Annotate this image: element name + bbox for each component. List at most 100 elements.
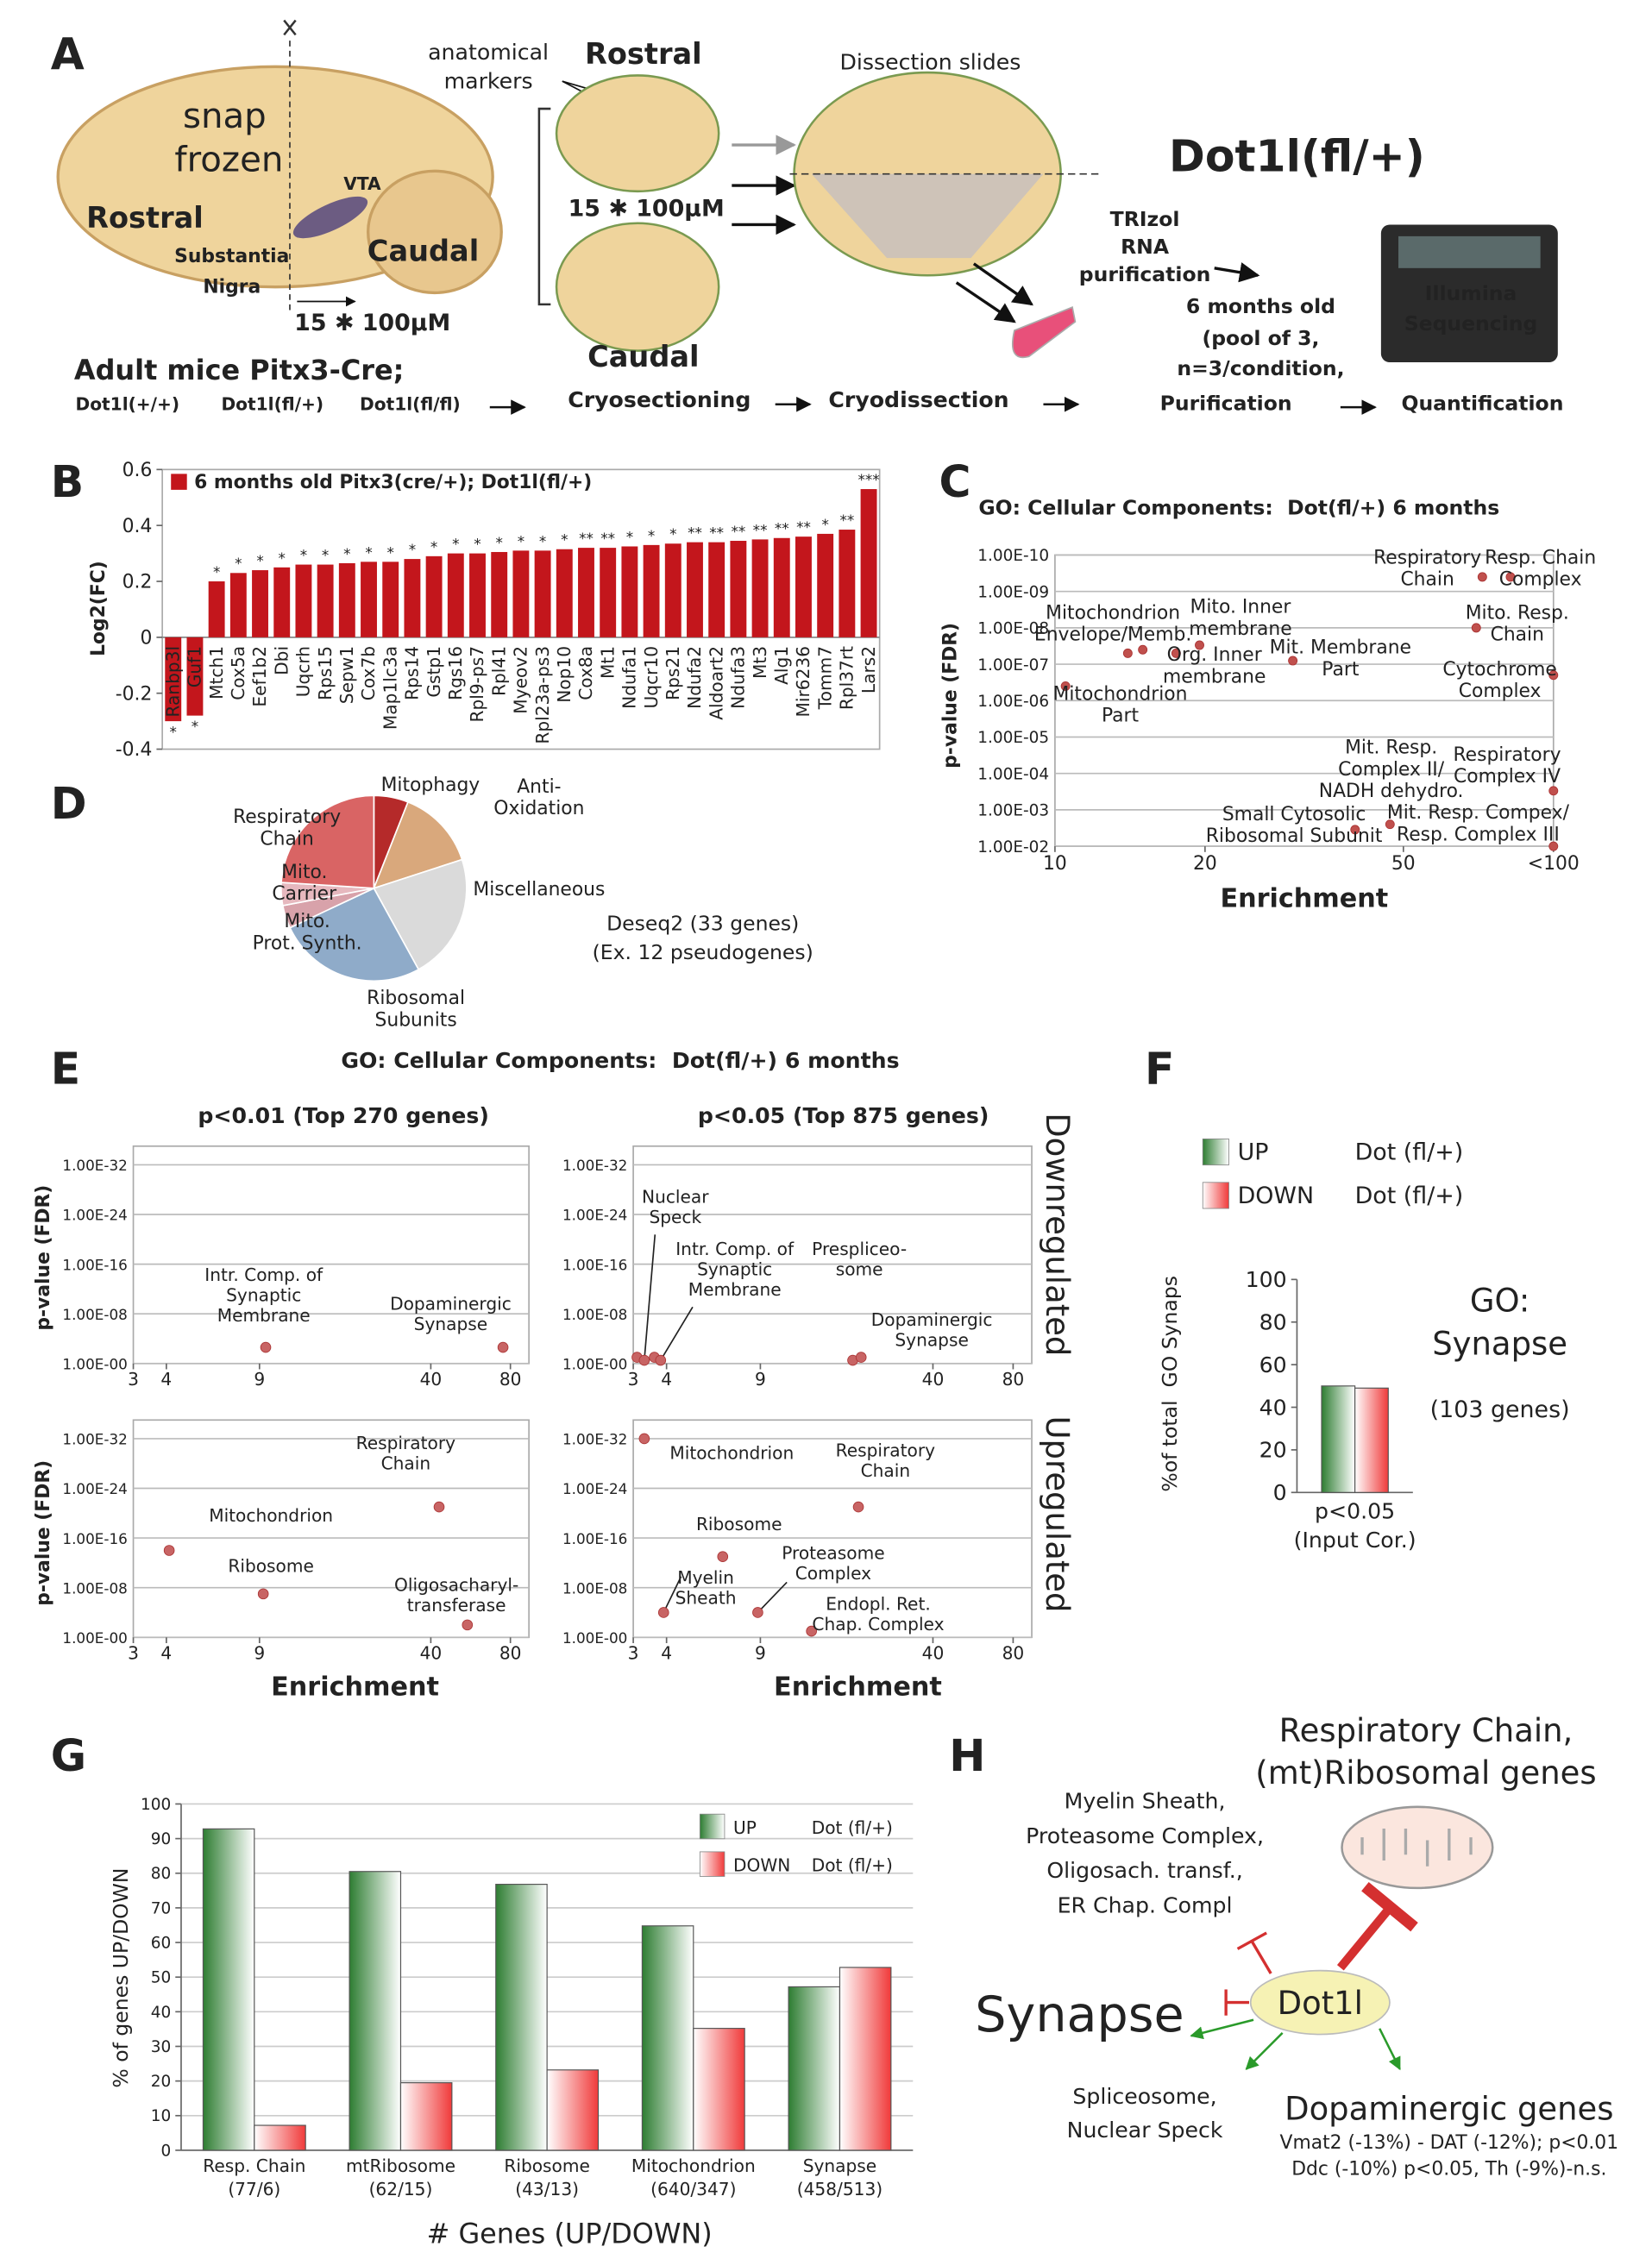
x-tick-label: Tomm7: [814, 646, 835, 710]
x-tick-label: Map1lc3a: [380, 646, 400, 730]
legend-swatch: [699, 1851, 725, 1877]
diagram-label: anatomical: [428, 40, 549, 65]
legend-label: UP: [733, 1817, 757, 1838]
x-tick-label: (77/6): [228, 2179, 280, 2199]
point: [657, 1607, 669, 1618]
slice-label: Oxidation: [493, 798, 584, 819]
bar: [839, 530, 856, 637]
slice-label: Mitophagy: [381, 775, 481, 796]
x-tick-label: Rpl41: [488, 646, 509, 696]
diagram-label: Vmat2 (-13%) - DAT (-12%); p<0.01: [1280, 2132, 1619, 2154]
point-label: Myelin: [677, 1567, 734, 1588]
diagram-label: Rostral: [86, 201, 204, 235]
significance-label: *: [256, 552, 263, 569]
x-tick-label: 3: [628, 1642, 639, 1663]
y-tick-label: 30: [151, 2038, 172, 2056]
significance-label: **: [753, 521, 768, 538]
point-label: Respiratory: [836, 1440, 935, 1460]
point: [462, 1619, 474, 1631]
legend-note: Dot (fl/+): [812, 1817, 893, 1838]
y-tick-label: 1.00E-32: [562, 1431, 627, 1448]
diagram-label: Dot1l(fl/+): [221, 393, 323, 414]
point-label: some: [836, 1258, 883, 1279]
slice-label: Respiratory: [233, 806, 341, 828]
diagram-label: TRIzol: [1110, 207, 1180, 231]
point-label: Chain: [861, 1460, 911, 1481]
point-label: Mit. Resp. Compex/: [1387, 802, 1570, 824]
y-tick-label: 1.00E-09: [977, 583, 1049, 601]
y-tick-label: 60: [1259, 1352, 1287, 1377]
x-axis-label: Enrichment: [1220, 884, 1388, 914]
significance-label: *: [279, 549, 286, 567]
bar: [208, 581, 225, 637]
point: [1138, 644, 1148, 655]
diagram-label: snap: [183, 96, 267, 136]
x-tick-label: 80: [499, 1642, 522, 1663]
point-label: Complex IV: [1454, 766, 1561, 788]
point-label: Endopl. Ret.: [826, 1593, 931, 1614]
slice-label: Mito.: [281, 862, 327, 883]
y-axis-label: p-value (FDR): [940, 623, 962, 769]
diagram-label: Quantification: [1401, 391, 1563, 415]
significance-label: *: [496, 534, 503, 551]
x-tick-label: Gstp1: [424, 646, 444, 698]
point: [260, 1341, 272, 1353]
point-label: Membrane: [217, 1305, 311, 1326]
x-tick-label: Rpl23a-ps3: [532, 646, 553, 744]
point-label: Proteasome: [782, 1543, 884, 1564]
bar: [425, 555, 443, 637]
point: [806, 1625, 817, 1637]
bar: [512, 550, 530, 637]
point-label: Synaptic: [226, 1285, 301, 1306]
x-tick-label: Mt3: [750, 646, 770, 679]
significance-label: **: [688, 524, 702, 542]
point: [1548, 786, 1559, 796]
point-label: Org. Inner: [1167, 644, 1262, 666]
plot-frame: [161, 468, 881, 750]
point: [1477, 572, 1487, 582]
point-label: Mito. Inner: [1190, 597, 1291, 618]
bar: [1321, 1385, 1356, 1493]
y-tick-label: 1.00E-08: [62, 1579, 127, 1597]
point: [1122, 648, 1133, 658]
y-tick-label: 0.2: [122, 572, 153, 593]
diagram-label: Sequencing: [1404, 311, 1538, 336]
y-axis-label: %of total GO Synaps: [1158, 1276, 1182, 1492]
significance-label: *: [648, 527, 655, 544]
y-tick-label: 1.00E-08: [562, 1306, 627, 1323]
point: [717, 1551, 729, 1562]
point-label: Dopaminergic: [390, 1294, 512, 1315]
x-tick-label: Ndufa2: [684, 646, 705, 709]
y-tick-label: 1.00E-00: [562, 1629, 627, 1647]
x-tick-label: 40: [420, 1369, 443, 1390]
point-label: Envelope/Memb.: [1034, 624, 1191, 646]
y-axis-label: p-value (FDR): [33, 1460, 54, 1606]
y-tick-label: 0: [1273, 1480, 1287, 1505]
point-label: Cytochrome: [1442, 659, 1556, 681]
legend-swatch: [171, 474, 187, 490]
x-tick-label: 9: [254, 1369, 265, 1390]
x-tick-label: 40: [922, 1369, 945, 1390]
point-label: Complex: [1459, 681, 1542, 702]
significance-label: **: [775, 520, 789, 537]
y-tick-label: 1.00E-05: [977, 729, 1049, 747]
y-tick-label: 1.00E-24: [62, 1480, 127, 1497]
point: [1385, 819, 1395, 830]
y-tick-label: 1.00E-16: [562, 1256, 627, 1273]
diagram-label: Spliceosome,: [1072, 2084, 1216, 2109]
point-label: Ribosome: [228, 1556, 314, 1577]
bar: [361, 562, 377, 637]
panel-letter: H: [949, 1730, 985, 1781]
diagram-label: Caudal: [587, 340, 699, 373]
point-label: Complex: [795, 1563, 871, 1584]
legend-label: DOWN: [1238, 1183, 1314, 1209]
y-tick-label: 1.00E-06: [977, 693, 1049, 711]
slice-label: Ribosomal: [367, 988, 465, 1009]
significance-label: *: [213, 563, 220, 580]
y-tick-label: 1.00E-32: [62, 1431, 127, 1448]
point: [257, 1588, 269, 1600]
point-label: Chain: [381, 1453, 431, 1473]
diagram-label: Respiratory Chain,: [1279, 1712, 1573, 1749]
y-tick-label: 20: [151, 2073, 172, 2091]
